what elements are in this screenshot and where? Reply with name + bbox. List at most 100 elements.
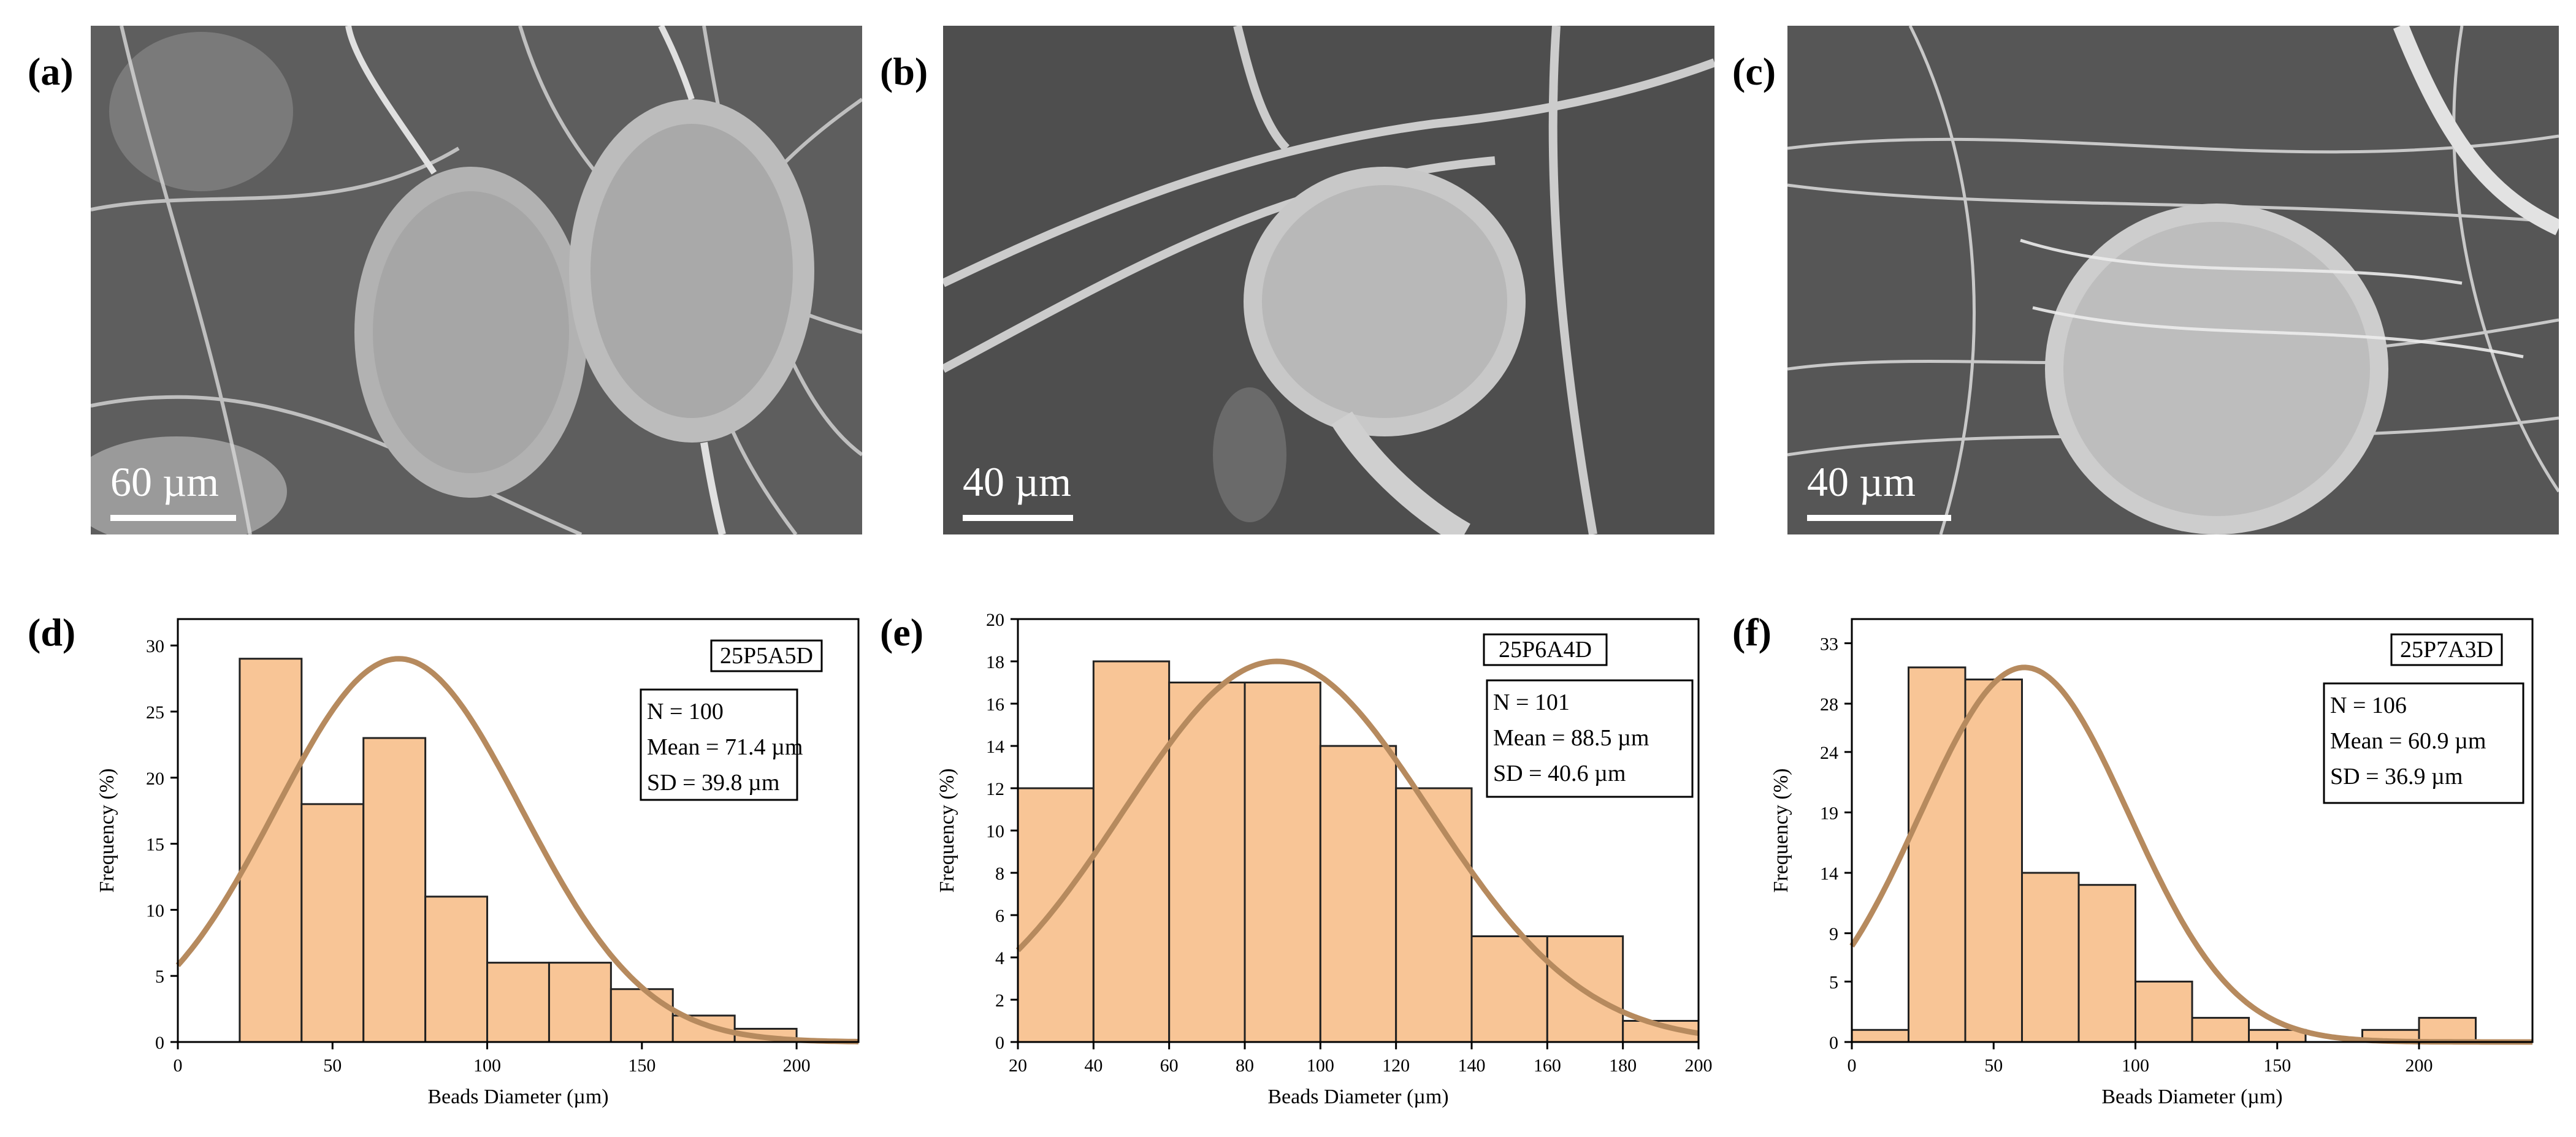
- x-tick-label-e: 40: [1084, 1055, 1103, 1076]
- sem-fibers-and-beads-b: [943, 26, 1714, 534]
- y-tick-label-f: 14: [1820, 864, 1838, 884]
- histogram-bar-d-3: [424, 896, 489, 1043]
- sem-image-b: 40 µm: [943, 26, 1714, 534]
- panel-label-c: (c): [1732, 50, 1776, 93]
- y-tick-label-e: 18: [986, 652, 1004, 672]
- normal-fit-curve-e: [1015, 658, 1699, 1036]
- scale-bar-label-a: 60 µm: [110, 458, 220, 505]
- x-tick-label-d: 200: [783, 1055, 811, 1076]
- x-tick-label-f: 0: [1848, 1055, 1857, 1076]
- x-tick-label-e: 100: [1307, 1055, 1334, 1076]
- histogram-bar-e-3: [1244, 682, 1321, 1043]
- y-tick-label-d: 15: [146, 835, 164, 855]
- stats-line-e-0: N = 101: [1493, 690, 1570, 715]
- y-tick-label-f: 9: [1829, 924, 1838, 945]
- stats-line-f-2: SD = 36.9 µm: [2330, 764, 2463, 789]
- histogram-bar-f-9: [2418, 1017, 2477, 1043]
- x-tick-label-e: 80: [1236, 1055, 1254, 1076]
- y-tick-label-e: 12: [986, 779, 1004, 799]
- histogram-bar-f-4: [2077, 884, 2136, 1043]
- histogram-bar-e-5: [1395, 787, 1473, 1043]
- sample-label-box-d: [710, 639, 823, 672]
- sem-fibers-and-beads-c: [1787, 26, 2559, 534]
- scale-bar-b: [963, 515, 1073, 521]
- histogram-bar-e-0: [1017, 787, 1095, 1043]
- normal-fit-curve-d: [175, 656, 859, 1044]
- x-axis-title-f: Beads Diameter (µm): [2101, 1086, 2282, 1108]
- histogram-bar-f-6: [2191, 1017, 2250, 1043]
- sample-label-box-f: [2390, 633, 2503, 666]
- sem-fibers-and-beads-a: [91, 26, 862, 534]
- sample-label-d: 25P5A5D: [720, 643, 813, 669]
- y-tick-label-e: 8: [995, 864, 1004, 884]
- stats-line-d-0: N = 100: [647, 699, 724, 724]
- histogram-bar-f-5: [2135, 980, 2193, 1043]
- y-tick-label-d: 25: [146, 702, 164, 723]
- sem-image-c: 40 µm: [1787, 26, 2559, 534]
- y-tick-label-e: 20: [986, 610, 1004, 630]
- plot-frame-d: [177, 618, 860, 1043]
- y-tick-label-f: 19: [1820, 803, 1838, 823]
- y-tick-label-f: 24: [1820, 743, 1838, 763]
- histogram-bar-e-4: [1319, 745, 1397, 1043]
- stats-box-d: [640, 688, 798, 801]
- y-tick-label-e: 2: [995, 991, 1004, 1011]
- y-tick-label-d: 20: [146, 769, 164, 789]
- x-tick-label-e: 140: [1458, 1055, 1486, 1076]
- x-axis-title-e: Beads Diameter (µm): [1267, 1086, 1448, 1108]
- histogram-bar-e-2: [1168, 682, 1246, 1043]
- y-tick-label-d: 30: [146, 636, 164, 656]
- x-tick-label-d: 50: [323, 1055, 342, 1076]
- y-tick-label-d: 10: [146, 900, 164, 921]
- sample-label-box-e: [1483, 633, 1608, 666]
- plot-frame-f: [1851, 618, 2534, 1043]
- histogram-bar-f-2: [1964, 679, 2023, 1043]
- x-tick-label-f: 150: [2263, 1055, 2291, 1076]
- x-tick-label-d: 0: [174, 1055, 183, 1076]
- stats-line-f-1: Mean = 60.9 µm: [2330, 728, 2486, 754]
- sample-label-f: 25P7A3D: [2400, 637, 2493, 663]
- y-tick-label-e: 4: [995, 948, 1004, 968]
- panel-label-a: (a): [28, 50, 74, 93]
- y-tick-label-d: 0: [155, 1033, 164, 1053]
- histogram-bar-d-5: [548, 962, 612, 1043]
- histogram-bar-f-3: [2021, 872, 2080, 1043]
- y-tick-label-f: 5: [1829, 972, 1838, 992]
- scale-bar-label-b: 40 µm: [963, 458, 1072, 505]
- y-tick-label-d: 5: [155, 967, 164, 987]
- x-tick-label-d: 100: [473, 1055, 501, 1076]
- x-tick-label-f: 100: [2122, 1055, 2149, 1076]
- stats-line-e-1: Mean = 88.5 µm: [1493, 725, 1649, 751]
- panel-label-f: (f): [1732, 610, 1771, 654]
- y-axis-title-e: Frequency (%): [936, 769, 958, 893]
- histogram-bar-d-2: [362, 737, 427, 1043]
- histogram-bar-d-0: [239, 658, 303, 1043]
- panel-label-d: (d): [28, 610, 76, 654]
- y-axis-title-f: Frequency (%): [1770, 769, 1792, 893]
- y-axis-title-d: Frequency (%): [96, 769, 118, 893]
- y-tick-label-e: 14: [986, 737, 1004, 757]
- stats-line-f-0: N = 106: [2330, 693, 2407, 718]
- stats-line-e-2: SD = 40.6 µm: [1493, 761, 1626, 786]
- stats-box-e: [1486, 679, 1694, 798]
- x-tick-label-f: 200: [2406, 1055, 2433, 1076]
- panel-label-e: (e): [880, 610, 924, 654]
- y-tick-label-e: 16: [986, 694, 1004, 715]
- histogram-bar-d-1: [300, 803, 365, 1043]
- stats-box-f: [2323, 682, 2524, 804]
- scale-bar-c: [1807, 515, 1951, 521]
- sem-image-a: 60 µm: [91, 26, 862, 534]
- histogram-bar-f-0: [1851, 1029, 1909, 1043]
- y-tick-label-e: 10: [986, 821, 1004, 842]
- x-tick-label-e: 180: [1609, 1055, 1637, 1076]
- x-tick-label-e: 20: [1009, 1055, 1027, 1076]
- y-tick-label-f: 28: [1820, 694, 1838, 715]
- x-tick-label-f: 50: [1984, 1055, 2003, 1076]
- x-tick-label-e: 160: [1534, 1055, 1561, 1076]
- x-axis-title-d: Beads Diameter (µm): [427, 1086, 608, 1108]
- y-tick-label-e: 6: [995, 906, 1004, 926]
- x-tick-label-e: 120: [1382, 1055, 1410, 1076]
